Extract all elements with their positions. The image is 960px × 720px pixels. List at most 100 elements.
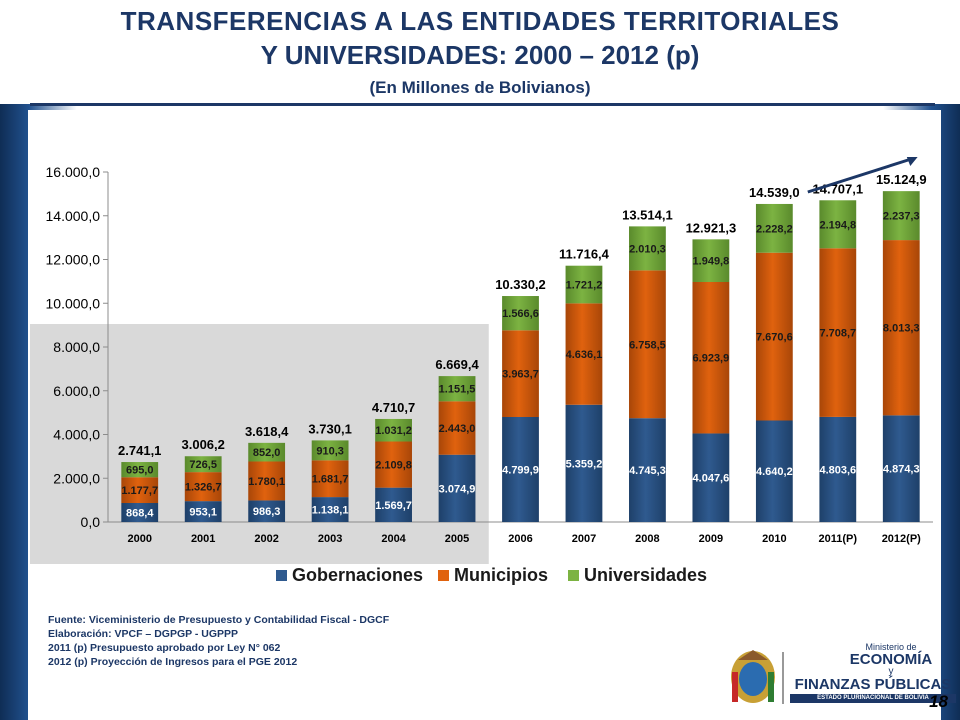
data-label: 3.963,7 [502,369,539,381]
total-label: 6.669,4 [435,357,479,372]
logo-line1: Ministerio de [865,642,917,652]
data-label: 695,0 [126,465,154,477]
x-tick-label: 2012(P) [882,533,921,545]
legend-swatch [438,570,449,581]
y-tick-label: 8.000,0 [53,339,100,355]
data-label: 4.640,2 [756,466,793,478]
x-tick-label: 2011(P) [819,533,858,545]
data-label: 1.151,5 [439,384,476,396]
data-label: 726,5 [189,459,217,471]
data-label: 4.047,6 [693,473,730,485]
bar-segment-gobernaciones [438,454,476,522]
bar-segment-gobernaciones [248,500,286,522]
bar-segment-universidades [311,440,349,461]
title-divider [30,103,935,106]
data-label: 2.228,2 [756,223,793,235]
data-label: 2.010,3 [629,243,666,255]
growth-arrowhead [905,153,920,166]
bar-segment-universidades [248,442,286,462]
total-label: 12.921,3 [686,220,737,235]
data-label: 852,0 [253,447,281,459]
total-label: 11.716,4 [559,247,610,262]
total-label: 15.124,9 [876,172,927,187]
data-label: 4.874,3 [883,464,920,476]
x-tick-label: 2001 [191,533,215,545]
stacked-bar-chart: 0,0 2.000,0 4.000,0 6.000,0 8.000,0 10.000,0 1… [30,139,933,585]
data-label: 1.566,6 [502,308,539,320]
bar-segment-gobernaciones [184,501,222,522]
total-label: 3.730,1 [308,421,351,436]
data-label: 2.237,3 [883,211,920,223]
data-label: 1.780,1 [248,476,285,488]
x-tick-label: 2008 [635,533,659,545]
chart-area: 0,0 2.000,0 4.000,0 6.000,0 8.000,0 10.000,0 1… [28,139,941,607]
bar-segment-municipios [692,281,730,434]
total-label: 10.330,2 [495,277,546,292]
data-label: 6.758,5 [629,339,666,351]
bar-segment-universidades [502,296,539,331]
x-tick-label: 2007 [572,533,596,545]
data-label: 6.923,9 [693,353,730,365]
bar-segment-municipios [755,252,793,421]
y-tick-label: 2.000,0 [53,470,100,486]
growth-arrow [807,157,912,194]
bar-segment-municipios [819,248,857,417]
x-tick-label: 2009 [699,533,723,545]
coat-of-arms-icon [731,650,784,704]
bar-segment-gobernaciones [502,417,539,522]
data-label: 868,4 [126,508,154,520]
legend-label: Gobernaciones [292,565,423,585]
x-tick-label: 2010 [762,533,786,545]
data-label: 4.799,9 [502,465,539,477]
slide-title-line2: Y UNIVERSIDADES: 2000 – 2012 (p) [260,40,700,70]
source-line: 2012 (p) Proyección de Ingresos para el … [48,656,298,668]
data-label: 1.177,7 [121,485,158,497]
bar-segment-municipios [311,460,349,498]
bar-segment-universidades [819,200,857,249]
x-tick-label: 2002 [254,533,278,545]
bar-segment-municipios [438,401,476,455]
bar-segment-municipios [629,270,666,419]
bar-segment-universidades [755,203,793,253]
total-label: 3.006,2 [182,437,225,452]
data-label: 2.194,8 [819,219,856,231]
y-tick-label: 14.000,0 [46,208,101,224]
y-tick-label: 0,0 [81,514,101,530]
bar-segment-municipios [375,441,412,488]
slide-subtitle: (En Millones de Bolivianos) [369,78,591,97]
x-tick-label: 2004 [381,533,406,545]
total-label: 2.741,1 [118,443,161,458]
data-label: 7.670,6 [756,332,793,344]
data-label: 1.138,1 [312,505,349,517]
x-tick-label: 2000 [127,533,151,545]
bar-segment-gobernaciones [565,404,603,522]
bar-segment-gobernaciones [121,503,159,522]
data-label: 2.443,0 [439,423,476,435]
slide-title-line1: TRANSFERENCIAS A LAS ENTIDADES TERRITORI… [120,6,840,36]
legend-label: Municipios [454,565,548,585]
bar-segment-gobernaciones [692,433,730,522]
data-label: 1.681,7 [312,474,349,486]
bar-segment-municipios [882,240,920,416]
data-label: 8.013,3 [883,323,920,335]
bar-segment-universidades [438,376,476,402]
ministry-logo: Ministerio de ECONOMÍA y FINANZAS PÚBLIC… [718,642,958,712]
bar-segment-municipios [184,472,222,502]
source-line: 2011 (p) Presupuesto aprobado por Ley N°… [48,642,281,654]
page-number: 18 [929,692,948,711]
bar-segment-gobernaciones [375,487,412,522]
x-tick-label: 2005 [445,533,469,545]
data-label: 7.708,7 [819,328,856,340]
y-tick-label: 12.000,0 [46,252,101,268]
bar-segment-gobernaciones [755,420,793,522]
data-label: 1.569,7 [375,500,412,512]
y-tick-label: 6.000,0 [53,383,100,399]
total-label: 13.514,1 [622,207,673,222]
data-label: 1.721,2 [566,280,603,292]
data-label: 910,3 [316,445,344,457]
logo-line3: y [888,666,894,677]
bar-segment-gobernaciones [311,497,349,522]
bar-segment-universidades [629,226,666,271]
bar-segment-municipios [121,477,159,504]
bar-segment-universidades [121,462,159,478]
